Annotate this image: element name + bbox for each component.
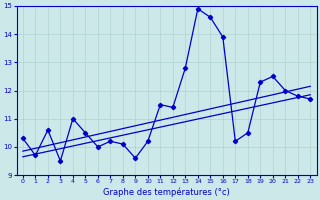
X-axis label: Graphe des températures (°c): Graphe des températures (°c) [103,187,230,197]
